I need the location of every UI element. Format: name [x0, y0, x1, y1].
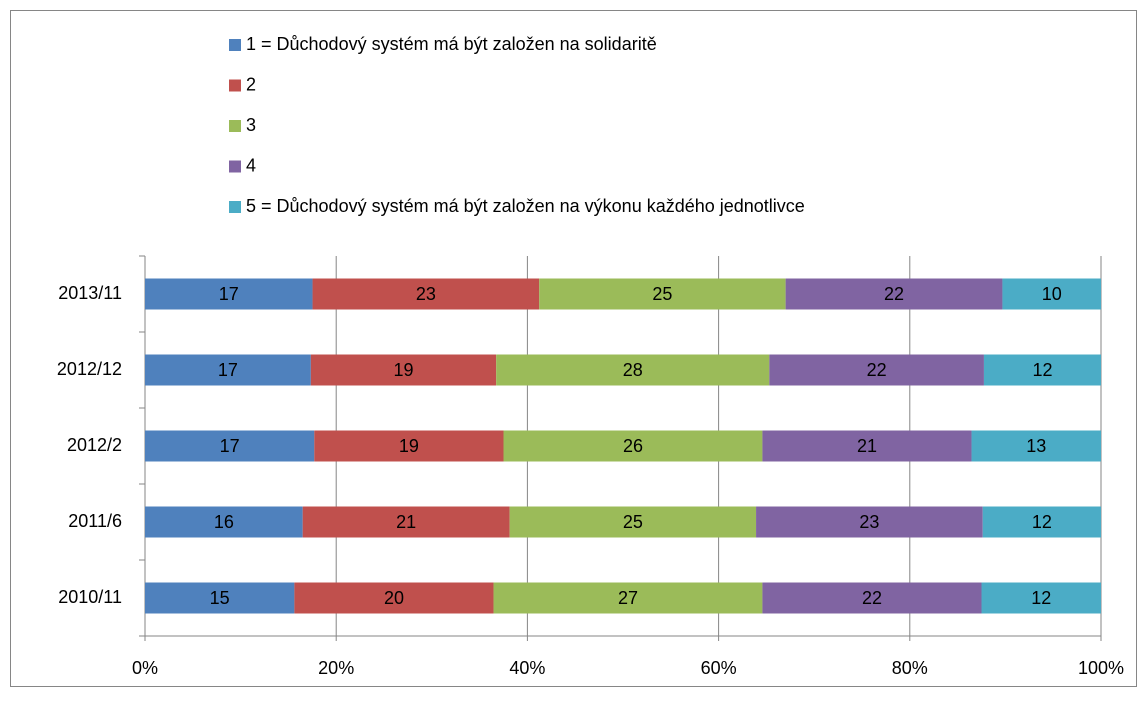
bar-segment — [756, 506, 983, 538]
data-label: 17 — [220, 436, 240, 456]
bar-segment — [983, 354, 1101, 386]
legend-label: 2 — [246, 74, 256, 94]
data-label: 22 — [867, 360, 887, 380]
bar-segment — [762, 582, 982, 614]
bar-segment — [785, 278, 1003, 310]
legend-swatch — [229, 160, 241, 173]
bar-segment — [539, 278, 786, 310]
bar-segment — [493, 582, 763, 614]
data-label: 19 — [393, 360, 413, 380]
data-label: 21 — [857, 436, 877, 456]
bar-segment — [145, 506, 303, 538]
legend-swatch — [229, 79, 241, 92]
bar-segment — [302, 506, 510, 538]
bar-segment — [1002, 278, 1101, 310]
data-label: 15 — [210, 588, 230, 608]
data-label: 16 — [214, 512, 234, 532]
legend-swatch — [229, 120, 241, 132]
data-label: 17 — [219, 284, 239, 304]
bar-segment — [294, 582, 494, 614]
bar-segment — [145, 354, 311, 386]
data-label: 19 — [399, 436, 419, 456]
x-tick-label: 20% — [318, 658, 354, 678]
bar-segment — [145, 278, 313, 310]
bar-segment — [981, 582, 1101, 614]
y-tick-label: 2010/11 — [58, 587, 122, 607]
data-label: 17 — [218, 360, 238, 380]
data-label: 10 — [1042, 284, 1062, 304]
legend-swatch — [229, 39, 241, 51]
legend-swatch — [229, 201, 241, 213]
bar-segment — [503, 430, 763, 462]
x-tick-label: 60% — [701, 658, 737, 678]
x-tick-label: 80% — [892, 658, 928, 678]
data-label: 26 — [623, 436, 643, 456]
data-label: 21 — [396, 512, 416, 532]
bar-segment — [769, 354, 984, 386]
data-label: 12 — [1031, 588, 1051, 608]
x-tick-label: 0% — [132, 658, 158, 678]
data-label: 25 — [652, 284, 672, 304]
x-tick-label: 40% — [509, 658, 545, 678]
bar-segment — [314, 430, 504, 462]
bar-segment — [971, 430, 1101, 462]
x-tick-label: 100% — [1078, 658, 1124, 678]
y-tick-label: 2011/6 — [68, 511, 122, 531]
bar-segment — [310, 354, 497, 386]
y-tick-label: 2012/12 — [57, 359, 122, 379]
legend-label: 5 = Důchodový systém má být založen na v… — [246, 196, 805, 216]
data-label: 23 — [859, 512, 879, 532]
data-label: 12 — [1032, 512, 1052, 532]
bar-segment — [982, 506, 1101, 538]
bar-segment — [509, 506, 757, 538]
data-label: 25 — [623, 512, 643, 532]
data-label: 27 — [618, 588, 638, 608]
bar-segment — [496, 354, 770, 386]
bar-segment — [762, 430, 972, 462]
data-label: 20 — [384, 588, 404, 608]
data-label: 22 — [884, 284, 904, 304]
legend-label: 4 — [246, 155, 256, 175]
legend-label: 1 = Důchodový systém má být založen na s… — [246, 34, 657, 54]
chart-frame — [10, 10, 1137, 687]
data-label: 13 — [1026, 436, 1046, 456]
data-label: 28 — [623, 360, 643, 380]
legend-label: 3 — [246, 115, 256, 135]
data-label: 22 — [862, 588, 882, 608]
y-tick-label: 2012/2 — [67, 435, 122, 455]
y-tick-label: 2013/11 — [58, 283, 122, 303]
bar-segment — [312, 278, 540, 310]
data-label: 23 — [416, 284, 436, 304]
bar-segment — [145, 430, 315, 462]
data-label: 12 — [1032, 360, 1052, 380]
bar-segment — [145, 582, 295, 614]
